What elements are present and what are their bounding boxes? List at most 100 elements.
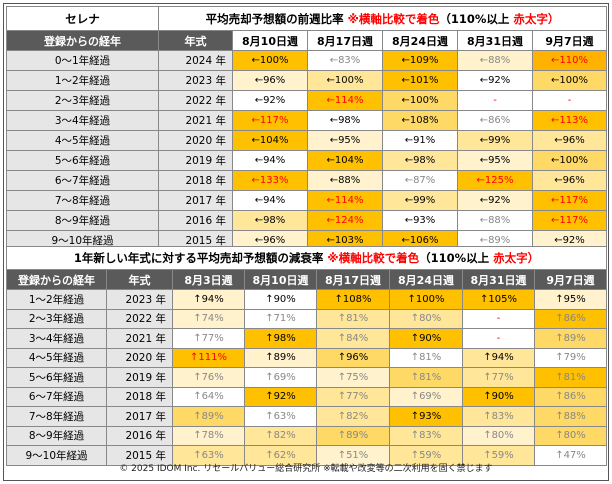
ratio-cell: ↑83%	[462, 406, 535, 427]
ratio-cell: ↑96%	[316, 347, 390, 368]
model-year-label: 2018 年	[158, 170, 233, 191]
table2-title-row: 1年新しい年式に対する平均売却予想額の減衰率 ※横軸比較で着色（110%以上 赤…	[6, 246, 607, 270]
ratio-cell: ↑86%	[534, 308, 607, 329]
table-row: 5～6年経過 2019 年 ←94% ←104% ←98% ←95% ←100%	[6, 150, 607, 171]
ratio-cell: ↑63%	[172, 445, 245, 466]
ratio-cell: ↑84%	[316, 328, 390, 349]
ratio-cell: ←117%	[532, 210, 607, 231]
ratio-cell: ←98%	[232, 210, 308, 231]
column-header: 8月31日週	[462, 269, 535, 290]
table-row: 2～3年経過 2022 年 ←92% ←114% ←100% - -	[6, 90, 607, 111]
ratio-cell: ←96%	[232, 230, 308, 251]
ratio-cell: ←100%	[382, 90, 458, 111]
table1-body: 0～1年経過 2024 年 ←100% ←83% ←109% ←88% ←110% 1～2年経…	[6, 50, 607, 251]
table-row: 1～2年経過 2023 年 ↑94% ↑90% ↑108% ↑100% ↑105% ↑95%	[6, 289, 607, 310]
ratio-cell: ←98%	[307, 110, 383, 131]
table2-note: ※横軸比較で着色	[327, 251, 420, 265]
ratio-cell: ↑69%	[244, 367, 317, 388]
ratio-cell: ←100%	[532, 150, 607, 171]
ratio-cell: ↑71%	[244, 308, 317, 329]
model-year-label: 2017 年	[158, 190, 233, 211]
elapsed-years-label: 9～10年経過	[6, 445, 107, 466]
elapsed-years-label: 8～9年経過	[6, 210, 159, 231]
model-year-label: 2016 年	[106, 425, 173, 446]
table2-header-row: 登録からの経年 年式 8月3日週 8月10日週 8月17日週 8月24日週 8月31日週 9月…	[6, 269, 607, 290]
ratio-cell: ↑81%	[316, 308, 390, 329]
ratio-cell: ↑89%	[244, 347, 317, 368]
ratio-cell: ↑83%	[389, 425, 463, 446]
ratio-cell: ↑105%	[462, 289, 535, 310]
elapsed-years-label: 0～1年経過	[6, 50, 159, 71]
elapsed-years-label: 6～7年経過	[6, 386, 107, 407]
ratio-cell: ←114%	[307, 190, 383, 211]
elapsed-years-label: 9～10年経過	[6, 230, 159, 251]
ratio-cell: ←125%	[457, 170, 533, 191]
ratio-cell: ↑82%	[244, 425, 317, 446]
ratio-cell: ←100%	[307, 70, 383, 91]
elapsed-years-label: 4～5年経過	[6, 347, 107, 368]
ratio-cell: ←108%	[382, 110, 458, 131]
table2-note2: （110%以上	[419, 251, 490, 265]
column-header: 8月3日週	[172, 269, 245, 290]
elapsed-years-label: 7～8年経過	[6, 190, 159, 211]
ratio-cell: ↑74%	[172, 308, 245, 329]
ratio-cell: ←113%	[532, 110, 607, 131]
elapsed-years-label: 5～6年経過	[6, 367, 107, 388]
ratio-cell: ↑90%	[389, 328, 463, 349]
ratio-cell: ↑89%	[172, 406, 245, 427]
ratio-cell: ←104%	[307, 150, 383, 171]
table1-note: ※横軸比較で着色	[347, 11, 440, 26]
model-year-label: 2022 年	[106, 308, 173, 329]
ratio-cell: ←99%	[382, 190, 458, 211]
ratio-cell: ↑89%	[534, 328, 607, 349]
ratio-cell: ←88%	[457, 50, 533, 71]
weekly-ratio-table: セレナ 平均売却予想額の前週比率 ※横軸比較で着色（110%以上 赤太字） 登録…	[6, 6, 607, 251]
ratio-cell: ↑81%	[389, 367, 463, 388]
elapsed-years-label: 5～6年経過	[6, 150, 159, 171]
table2-body: 1～2年経過 2023 年 ↑94% ↑90% ↑108% ↑100% ↑105% ↑95% 2…	[6, 289, 607, 466]
table2-title-text: 1年新しい年式に対する平均売却予想額の減衰率	[73, 251, 324, 265]
column-header: 8月24日週	[382, 30, 458, 51]
ratio-cell: ↑78%	[172, 425, 245, 446]
table2-title: 1年新しい年式に対する平均売却予想額の減衰率 ※横軸比較で着色（110%以上 赤…	[6, 246, 607, 270]
table1-title-row: セレナ 平均売却予想額の前週比率 ※横軸比較で着色（110%以上 赤太字）	[6, 6, 607, 31]
ratio-cell: ↑80%	[534, 425, 607, 446]
table-row: 3～4年経過 2021 年 ↑77% ↑98% ↑84% ↑90% - ↑89%	[6, 328, 607, 349]
model-year-label: 2024 年	[158, 50, 233, 71]
model-year-label: 2023 年	[158, 70, 233, 91]
ratio-cell: ↑108%	[316, 289, 390, 310]
elapsed-years-label: 3～4年経過	[6, 110, 159, 131]
column-header: 8月17日週	[316, 269, 390, 290]
ratio-cell: ↑95%	[534, 289, 607, 310]
ratio-cell: ↑77%	[316, 386, 390, 407]
model-year-label: 2020 年	[106, 347, 173, 368]
ratio-cell: ↑79%	[534, 347, 607, 368]
ratio-cell: ←96%	[532, 170, 607, 191]
ratio-cell: ↑90%	[462, 386, 535, 407]
table-row: 8～9年経過 2016 年 ←98% ←124% ←93% ←88% ←117%	[6, 210, 607, 231]
model-year-label: 2021 年	[106, 328, 173, 349]
ratio-cell: ↑76%	[172, 367, 245, 388]
table-row: 4～5年経過 2020 年 ↑111% ↑89% ↑96% ↑81% ↑94% ↑79%	[6, 347, 607, 368]
ratio-cell: ←110%	[532, 50, 607, 71]
ratio-cell: ←96%	[532, 130, 607, 151]
column-header: 8月31日週	[457, 30, 533, 51]
ratio-cell: ←101%	[382, 70, 458, 91]
table2-note3: 赤太字）	[493, 251, 540, 265]
ratio-cell: ←109%	[382, 50, 458, 71]
ratio-cell: ←93%	[382, 210, 458, 231]
ratio-cell: ←88%	[307, 170, 383, 191]
table1-header-row: 登録からの経年 年式 8月10日週 8月17日週 8月24日週 8月31日週 9月7日週	[6, 30, 607, 51]
ratio-cell: ↑47%	[534, 445, 607, 466]
ratio-cell: ←83%	[307, 50, 383, 71]
column-header: 8月10日週	[232, 30, 308, 51]
ratio-cell: ↑77%	[172, 328, 245, 349]
elapsed-years-label: 1～2年経過	[6, 70, 159, 91]
column-header: 8月17日週	[307, 30, 383, 51]
ratio-cell: ↑94%	[172, 289, 245, 310]
ratio-cell: -	[462, 308, 535, 329]
table-row: 6～7年経過 2018 年 ←133% ←88% ←87% ←125% ←96%	[6, 170, 607, 191]
ratio-cell: -	[462, 328, 535, 349]
ratio-cell: ↑62%	[244, 445, 317, 466]
model-year-label: 2015 年	[158, 230, 233, 251]
